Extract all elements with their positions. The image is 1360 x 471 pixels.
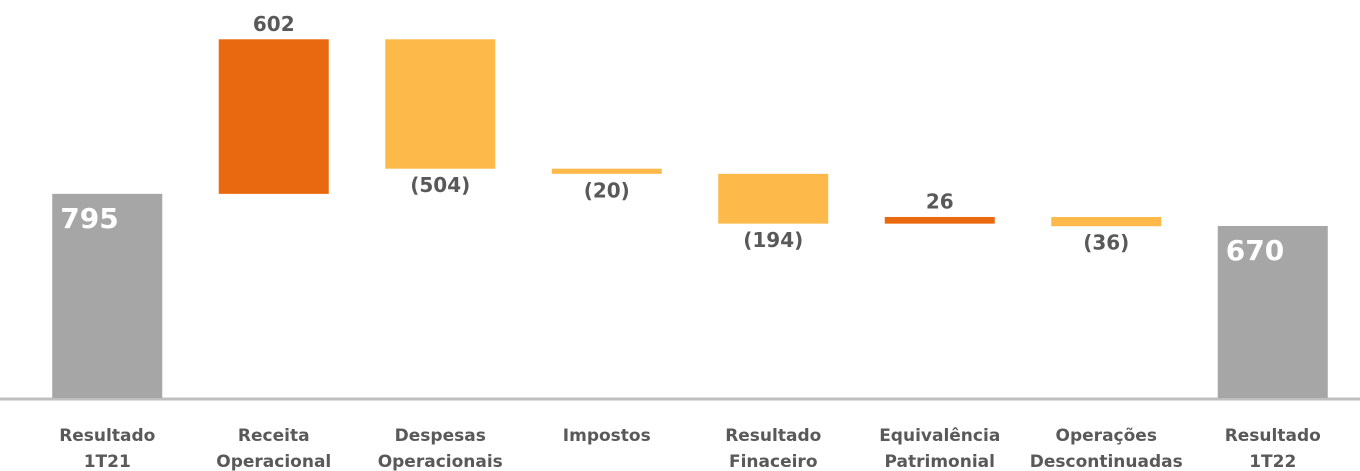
value-label: (194) (743, 228, 803, 252)
value-label: 670 (1226, 234, 1284, 267)
x-tick-label: Resultado (59, 426, 155, 446)
x-tick-label: Finaceiro (729, 452, 818, 471)
bar (52, 193, 163, 398)
value-label: 602 (253, 12, 295, 36)
bar (1051, 216, 1162, 227)
value-label: 795 (60, 202, 118, 235)
x-tick-label: Equivalência (879, 426, 1000, 446)
x-tick-label: Operações (1056, 426, 1157, 446)
x-tick-label: Patrimonial (885, 452, 995, 471)
bar (385, 39, 496, 169)
bar (1217, 225, 1328, 398)
bar (884, 216, 995, 224)
bar (718, 173, 829, 224)
bar (218, 39, 329, 194)
x-tick-label: Resultado (1225, 426, 1321, 446)
x-tick-label: Descontinuadas (1030, 452, 1183, 471)
x-tick-label: Receita (238, 426, 310, 446)
x-tick-label: Impostos (563, 426, 651, 446)
x-tick-label: 1T22 (1249, 452, 1296, 471)
value-label: (36) (1083, 231, 1129, 255)
value-label: (20) (584, 178, 630, 202)
value-label: 26 (926, 189, 954, 213)
x-tick-label: Operacionais (378, 452, 503, 471)
bar (551, 168, 662, 174)
x-tick-label: 1T21 (84, 452, 131, 471)
value-label: (504) (410, 173, 470, 197)
x-tick-label: Resultado (725, 426, 821, 446)
x-tick-label: Despesas (395, 426, 486, 446)
x-tick-label: Operacional (216, 452, 331, 471)
